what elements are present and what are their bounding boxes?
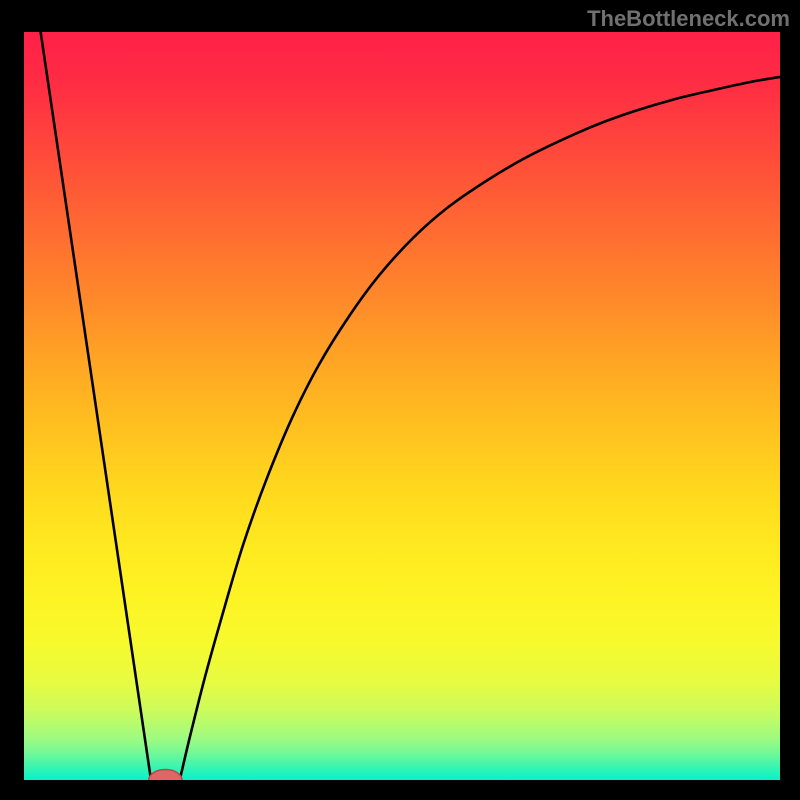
chart-svg <box>24 32 780 780</box>
plot-area <box>24 32 780 780</box>
gradient-background <box>24 32 780 780</box>
chart-container: TheBottleneck.com <box>0 0 800 800</box>
watermark-text: TheBottleneck.com <box>587 6 790 32</box>
